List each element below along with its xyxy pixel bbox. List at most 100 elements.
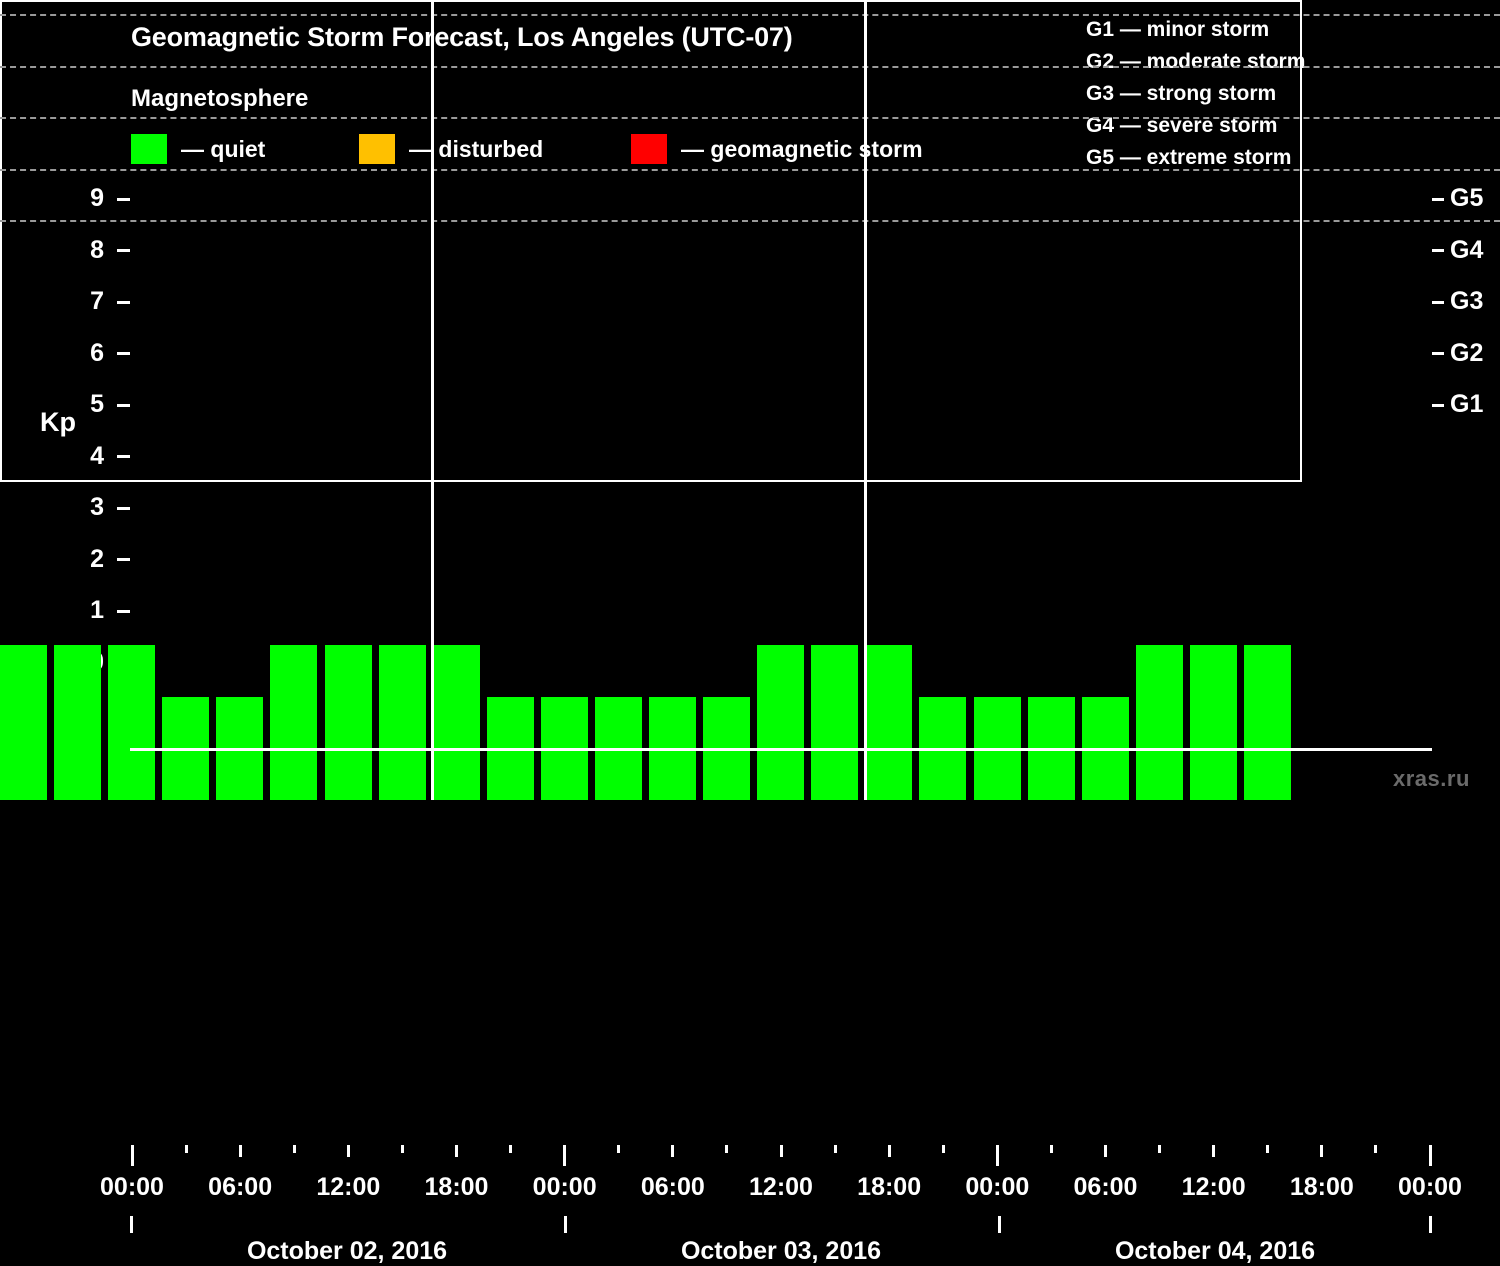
g-scale-row: G4 — severe storm [1086, 114, 1278, 137]
x-axis-tick-label: 00:00 [1398, 1173, 1462, 1201]
x-axis-tick-label: 18:00 [857, 1173, 922, 1201]
y-axis-tick [117, 249, 130, 253]
day-label: October 02, 2016 [246, 1237, 448, 1265]
day-label: October 03, 2016 [680, 1237, 882, 1265]
y-axis-tick-label: 3 [90, 493, 104, 522]
x-axis-minor-tick [292, 1145, 296, 1153]
y-axis-tick [117, 403, 130, 407]
legend: — quiet — disturbed — geomagnetic storm [131, 133, 1031, 165]
y-axis-tick-label: 8 [90, 235, 104, 264]
x-axis-tick [1212, 1145, 1216, 1157]
day-bracket-tick [130, 1216, 133, 1233]
y-axis-tick-label: 7 [90, 287, 104, 316]
day-bracket-tick [1429, 1216, 1432, 1233]
y-axis-tick [117, 506, 130, 510]
day-bracket-tick [998, 1216, 1001, 1233]
x-axis-tick-label: 06:00 [208, 1173, 273, 1201]
x-axis-tick [130, 1145, 134, 1166]
x-axis-minor-tick [725, 1145, 729, 1153]
x-axis-tick [1104, 1145, 1107, 1157]
x-axis-tick-label: 12:00 [316, 1173, 381, 1201]
y-axis-tick-label: 4 [90, 441, 104, 470]
legend-item: — quiet [131, 133, 265, 165]
x-axis-tick [671, 1145, 675, 1157]
x-axis-minor-tick [1374, 1145, 1378, 1153]
day-bracket-line [130, 748, 1432, 751]
g-axis-tick [1432, 300, 1444, 304]
page-title: Geomagnetic Storm Forecast, Los Angeles … [131, 22, 793, 52]
g-axis-tick-label: G5 [1450, 184, 1484, 213]
x-axis-minor-tick [509, 1145, 513, 1153]
day-bracket-tick [564, 1216, 567, 1233]
g-axis-tick [1432, 197, 1444, 201]
y-axis-tick [117, 558, 130, 562]
g-scale-legend: G1 — minor storm G2 — moderate storm G3 — … [1068, 14, 1488, 174]
y-axis-tick-label: 1 [90, 596, 104, 625]
y-axis-tick-label: 5 [90, 390, 104, 419]
g-axis-tick [1432, 352, 1444, 356]
gridline [0, 65, 1500, 68]
x-axis-tick [455, 1145, 458, 1157]
x-axis-minor-tick [1266, 1145, 1270, 1153]
legend-swatch-quiet [131, 134, 167, 164]
y-axis-tick [117, 197, 130, 201]
x-axis-minor-tick [833, 1145, 837, 1153]
y-axis-tick [117, 455, 130, 459]
chart-subtitle: Magnetosphere [131, 85, 309, 112]
g-scale-row: G5 — extreme storm [1086, 146, 1292, 169]
g-scale-row: G3 — strong storm [1086, 82, 1277, 105]
x-axis-tick [887, 1145, 891, 1157]
day-label: October 04, 2016 [1114, 1237, 1316, 1265]
x-axis-tick-label: 18:00 [1289, 1173, 1354, 1201]
x-axis-tick-label: 00:00 [965, 1173, 1030, 1201]
x-axis-minor-tick [184, 1145, 188, 1153]
g-axis-tick-label: G3 [1450, 287, 1484, 316]
y-axis-tick-label: 2 [90, 544, 104, 573]
legend-item-label: — quiet [181, 135, 266, 162]
x-axis-minor-tick [617, 1145, 621, 1153]
y-axis-tick [117, 352, 130, 356]
x-axis-tick [346, 1145, 350, 1157]
x-axis-tick-label: 00:00 [532, 1173, 597, 1201]
x-axis-tick-label: 00:00 [100, 1173, 164, 1201]
y-axis-tick [117, 609, 130, 613]
x-axis-minor-tick [941, 1145, 945, 1153]
legend-swatch-disturbed [359, 134, 395, 164]
x-axis-tick-label: 12:00 [1181, 1173, 1246, 1201]
g-axis-tick [1432, 249, 1444, 253]
g-axis-tick-label: G2 [1450, 338, 1484, 367]
x-axis-minor-tick [400, 1145, 404, 1153]
x-axis-tick-label: 06:00 [1073, 1173, 1138, 1201]
x-axis-tick [995, 1145, 999, 1166]
g-axis-tick-label: G1 [1450, 390, 1484, 419]
x-axis-minor-tick [1049, 1145, 1053, 1153]
x-axis-tick-label: 18:00 [424, 1173, 489, 1201]
x-axis-minor-tick [1158, 1145, 1162, 1153]
y-axis-tick [117, 300, 130, 304]
gridline [0, 220, 1500, 223]
g-axis-tick [1432, 403, 1444, 407]
y-axis-tick-label: 6 [90, 338, 104, 367]
legend-item: — geomagnetic storm [631, 133, 923, 165]
y-axis-label: Kp [40, 407, 76, 437]
x-axis-tick-label: 06:00 [640, 1173, 705, 1201]
gridline [0, 117, 1500, 120]
x-axis-tick-label: 12:00 [749, 1173, 813, 1201]
watermark: xras.ru [1393, 766, 1470, 791]
x-axis-tick [238, 1145, 242, 1157]
x-axis-tick [779, 1145, 783, 1157]
g-axis-tick-label: G4 [1450, 235, 1484, 264]
day-separator [431, 0, 435, 800]
legend-item-label: — geomagnetic storm [681, 135, 923, 162]
x-axis-tick [1320, 1145, 1324, 1157]
x-axis-tick [563, 1145, 567, 1166]
gridline [0, 168, 1500, 171]
legend-swatch-storm [631, 134, 667, 164]
plot-area [0, 0, 1500, 800]
gridline [0, 14, 1500, 17]
y-axis-tick-label: 9 [90, 184, 104, 213]
day-separator [863, 0, 867, 800]
x-axis-tick [1428, 1145, 1432, 1166]
g-scale-row: G1 — minor storm [1086, 18, 1270, 41]
